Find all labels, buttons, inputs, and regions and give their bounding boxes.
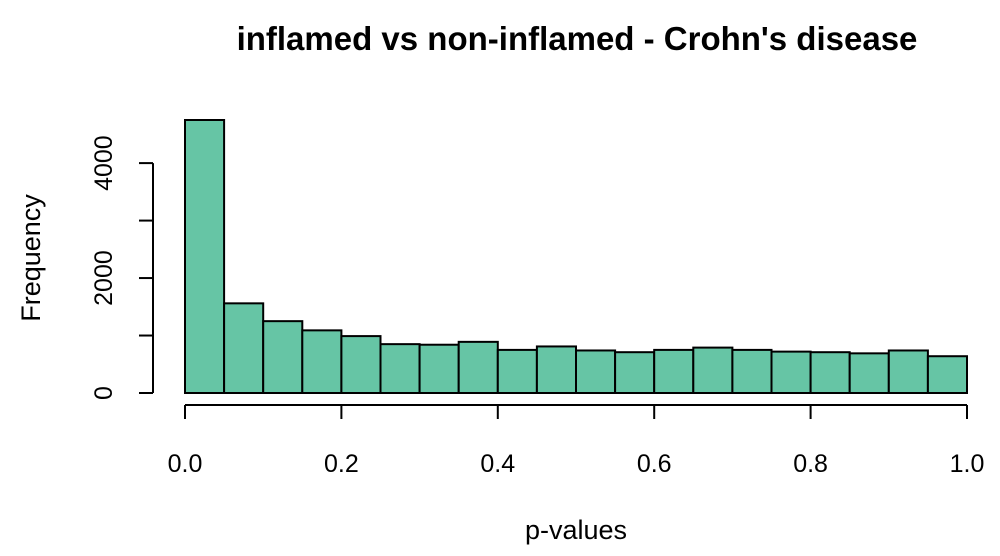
histogram-bar [692, 346, 734, 395]
histogram-bar [379, 343, 421, 394]
chart-title: inflamed vs non-inflamed - Crohn's disea… [237, 20, 918, 57]
histogram-bar [340, 335, 382, 394]
x-axis: 0.0 0.2 0.4 0.6 0.8 1.0 [168, 404, 985, 478]
x-tick-label: 0.4 [480, 450, 515, 478]
x-tick-label: 0.6 [637, 450, 672, 478]
y-tick-label: 2000 [90, 250, 118, 306]
histogram-bar [301, 329, 343, 395]
x-tick-label: 0.0 [168, 450, 203, 478]
histogram-bar [731, 348, 773, 395]
x-axis-label: p-values [525, 515, 627, 545]
y-tick-label: 4000 [90, 135, 118, 191]
histogram-bar [848, 352, 890, 395]
x-tick-label: 1.0 [950, 450, 985, 478]
histogram-bar [770, 350, 812, 395]
y-axis-label: Frequency [16, 194, 46, 322]
y-axis: 0 2000 4000 [90, 135, 154, 400]
histogram-bar [614, 351, 656, 395]
histogram-bar [535, 345, 578, 395]
histogram-bar [223, 302, 265, 395]
histogram-bar [887, 349, 929, 395]
histogram-bar [262, 320, 304, 394]
x-tick-label: 0.2 [324, 450, 359, 478]
x-tick-label: 0.8 [793, 450, 828, 478]
histogram-bar [809, 351, 851, 395]
histogram-bar [926, 355, 969, 394]
y-tick-label: 0 [90, 386, 118, 400]
histogram-bar [184, 119, 226, 394]
histogram-bar [575, 349, 617, 395]
histogram-bar [457, 340, 499, 394]
histogram-bar [653, 348, 695, 395]
bars-group [184, 119, 969, 395]
histogram-bar [496, 348, 538, 395]
histogram-bar [418, 343, 460, 394]
